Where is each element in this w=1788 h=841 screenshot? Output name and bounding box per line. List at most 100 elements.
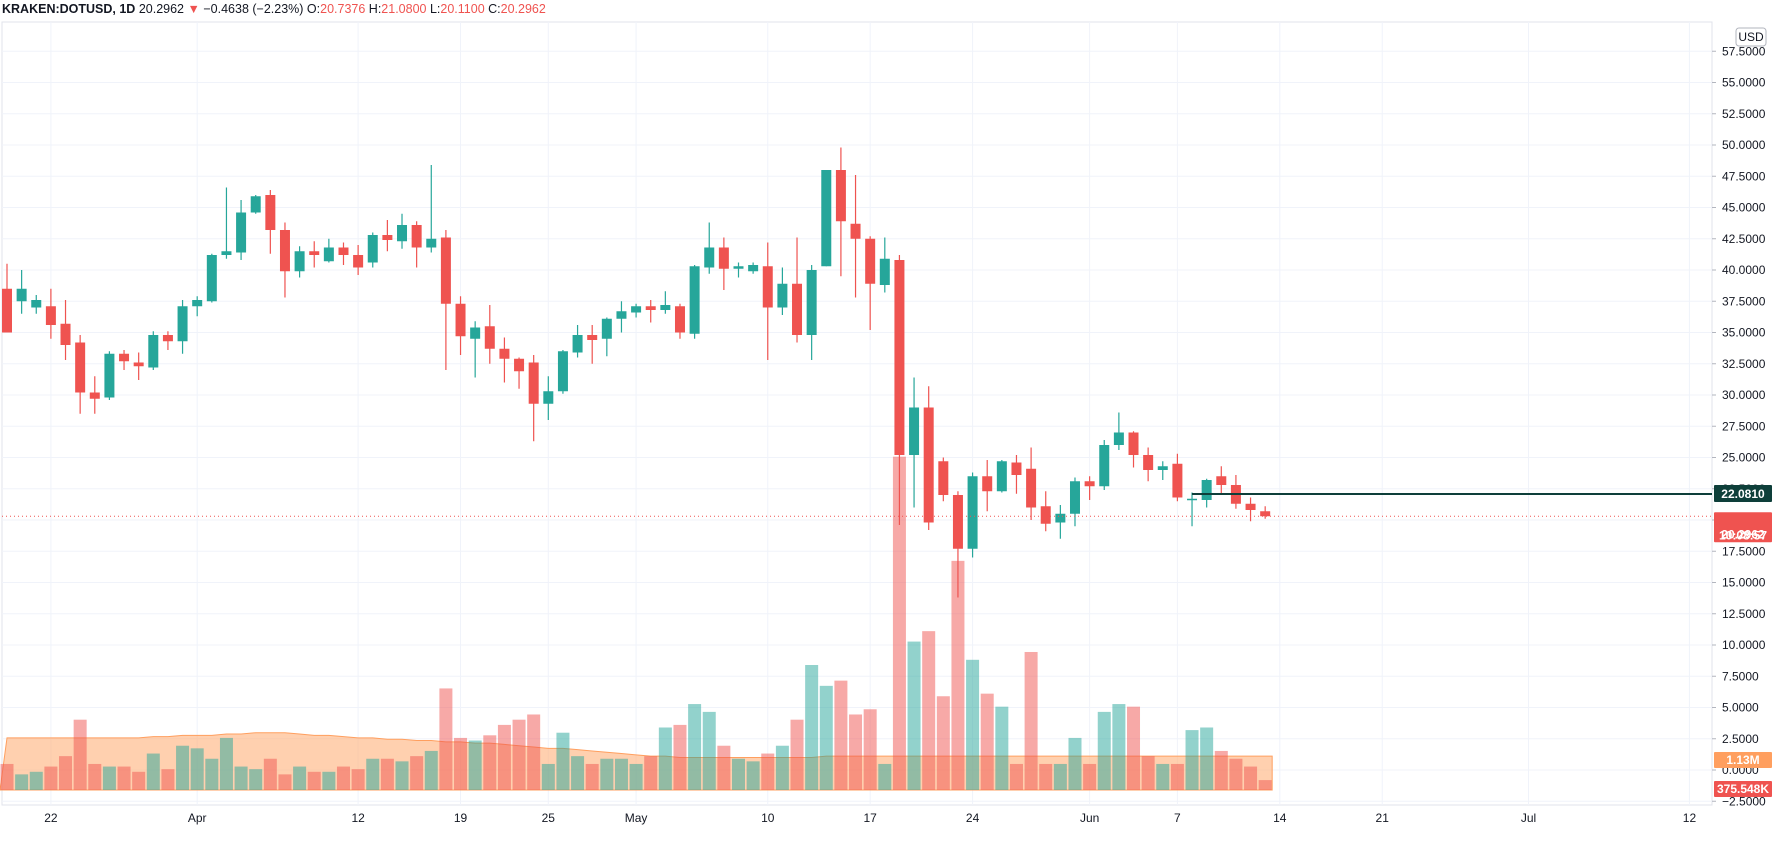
candle[interactable] — [850, 175, 861, 298]
candle[interactable] — [162, 331, 173, 350]
candle[interactable] — [206, 253, 217, 303]
candle[interactable] — [177, 300, 188, 354]
candle[interactable] — [748, 262, 759, 274]
candle[interactable] — [952, 491, 963, 598]
currency-label: USD — [1738, 30, 1764, 44]
candle[interactable] — [1187, 492, 1198, 527]
candle[interactable] — [865, 236, 876, 330]
candle[interactable] — [996, 460, 1007, 493]
candle[interactable] — [89, 376, 100, 414]
candle[interactable] — [192, 296, 203, 317]
candle[interactable] — [909, 377, 920, 508]
candle[interactable] — [265, 190, 276, 254]
candle[interactable] — [60, 300, 71, 360]
candle[interactable] — [777, 267, 788, 316]
candle[interactable] — [2, 263, 12, 333]
x-tick-label: Jul — [1521, 811, 1536, 825]
candle[interactable] — [660, 291, 671, 314]
symbol-label[interactable]: KRAKEN:DOTUSD, 1D — [2, 2, 136, 16]
candle[interactable] — [440, 230, 451, 370]
volume-bar — [512, 719, 526, 790]
candle[interactable] — [397, 213, 408, 249]
candle[interactable] — [119, 350, 130, 370]
candle[interactable] — [821, 170, 832, 267]
candle[interactable] — [31, 295, 42, 314]
candle[interactable] — [543, 376, 554, 420]
candle[interactable] — [1216, 466, 1227, 495]
time-axis[interactable]: 22 Apr 12 19 25 May 10 17 24 Jun 7 14 21 Jul 12 — [44, 811, 1696, 825]
candle[interactable] — [250, 195, 261, 214]
candle[interactable] — [426, 165, 437, 253]
candle[interactable] — [1040, 491, 1051, 532]
candle[interactable] — [894, 255, 905, 525]
volume-bar — [336, 766, 350, 790]
candle[interactable] — [514, 357, 525, 389]
candle[interactable] — [1230, 475, 1241, 509]
candle[interactable] — [104, 351, 115, 400]
candle[interactable] — [674, 303, 685, 339]
candle[interactable] — [1055, 505, 1066, 539]
candle[interactable] — [1157, 461, 1168, 480]
candle[interactable] — [75, 335, 86, 414]
volume-bar — [878, 763, 892, 790]
candle[interactable] — [1143, 447, 1154, 482]
candle[interactable] — [309, 241, 320, 268]
candle[interactable] — [470, 321, 481, 378]
candle[interactable] — [1245, 497, 1256, 522]
candle[interactable] — [455, 296, 466, 355]
candle[interactable] — [411, 221, 422, 268]
candle[interactable] — [1011, 455, 1022, 494]
candle[interactable] — [338, 242, 349, 266]
candle[interactable] — [967, 472, 978, 558]
candle[interactable] — [294, 246, 305, 278]
candle[interactable] — [382, 220, 393, 252]
candle[interactable] — [16, 270, 27, 314]
candle[interactable] — [792, 237, 803, 343]
candle[interactable] — [323, 238, 334, 263]
candle[interactable] — [879, 237, 890, 293]
candle[interactable] — [279, 222, 290, 298]
candle[interactable] — [1172, 453, 1183, 502]
candle[interactable] — [367, 232, 378, 268]
currency-badge[interactable]: USD — [1735, 27, 1767, 47]
candle[interactable] — [133, 352, 144, 381]
candle[interactable] — [762, 242, 773, 361]
candle[interactable] — [601, 317, 612, 357]
candle[interactable] — [1260, 506, 1271, 519]
candle[interactable] — [689, 265, 700, 339]
candle[interactable] — [704, 222, 715, 274]
candle-body — [470, 327, 481, 339]
candle[interactable] — [631, 303, 642, 318]
candle[interactable] — [1099, 440, 1110, 490]
candle[interactable] — [236, 200, 247, 260]
candle[interactable] — [353, 245, 364, 275]
candle[interactable] — [1069, 477, 1080, 527]
candle[interactable] — [45, 288, 56, 339]
candle[interactable] — [557, 350, 568, 394]
volume-badge: 375.548K — [1714, 781, 1772, 797]
volume-bar — [117, 766, 131, 790]
candle[interactable] — [499, 337, 510, 383]
y-tick-label: 40.0000 — [1722, 263, 1766, 277]
candle[interactable] — [645, 300, 656, 323]
candle[interactable] — [938, 457, 949, 502]
candle[interactable] — [923, 386, 934, 530]
candle[interactable] — [1113, 412, 1124, 451]
candle[interactable] — [1026, 447, 1037, 521]
candle[interactable] — [572, 325, 583, 358]
candle[interactable] — [718, 237, 729, 291]
candle[interactable] — [806, 265, 817, 360]
candle[interactable] — [733, 262, 744, 278]
candle[interactable] — [587, 325, 598, 364]
candle[interactable] — [221, 187, 232, 259]
price-axis[interactable]: 57.5000 55.0000 52.5000 50.0000 47.5000 45.00… — [1712, 27, 1772, 808]
candle[interactable] — [1084, 476, 1095, 500]
candle[interactable] — [835, 147, 846, 277]
candle[interactable] — [1128, 431, 1139, 468]
candle[interactable] — [616, 301, 627, 333]
candle[interactable] — [484, 305, 495, 364]
candle[interactable] — [982, 460, 993, 512]
candle[interactable] — [148, 331, 159, 370]
candle[interactable] — [528, 355, 539, 442]
